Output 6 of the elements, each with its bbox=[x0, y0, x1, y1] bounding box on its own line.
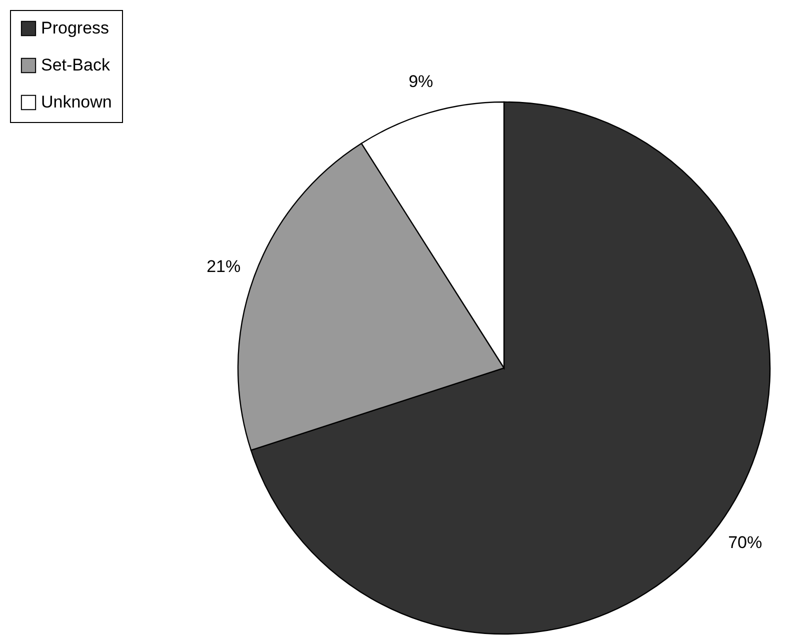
legend-label: Set-Back bbox=[41, 56, 110, 74]
data-label: 21% bbox=[206, 257, 241, 276]
legend-label: Unknown bbox=[41, 92, 112, 112]
legend-label: Progress bbox=[41, 18, 110, 38]
data-label: 70% bbox=[728, 533, 762, 552]
data-label: 9% bbox=[408, 72, 434, 91]
